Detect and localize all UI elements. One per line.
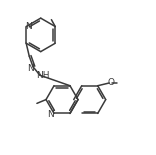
Text: N: N xyxy=(25,22,31,31)
Text: N: N xyxy=(27,64,34,73)
Text: N: N xyxy=(47,110,54,119)
Text: NH: NH xyxy=(37,71,50,80)
Text: O: O xyxy=(107,78,115,87)
